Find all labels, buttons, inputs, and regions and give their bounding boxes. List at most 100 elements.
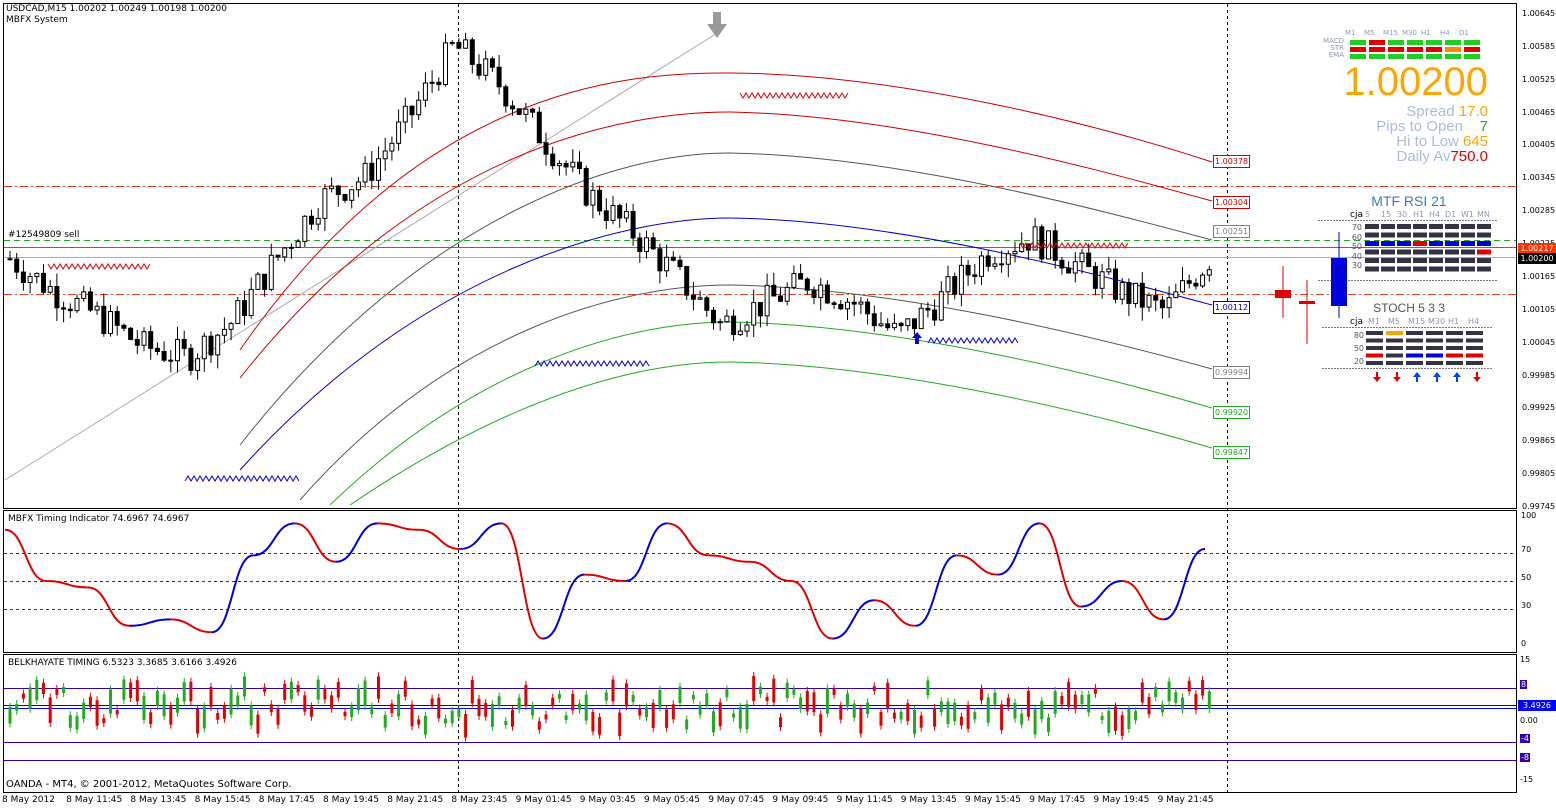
buy-zigzag <box>534 360 650 367</box>
belkhayate-axis-label: 3.4926 <box>1518 700 1556 711</box>
candle-body <box>1032 226 1038 251</box>
timing-segment <box>418 528 461 550</box>
belk-body <box>216 712 220 720</box>
candle-body <box>644 237 649 253</box>
band-green-inner <box>329 321 1213 506</box>
candle-body <box>1193 282 1199 287</box>
belk-body <box>383 715 387 728</box>
belk-body <box>129 682 133 698</box>
stoch-level: 50 <box>1353 344 1364 353</box>
belk-body <box>62 687 66 694</box>
belk-body <box>517 697 521 710</box>
belk-body <box>296 685 300 693</box>
rsi-cell <box>1429 249 1443 255</box>
belk-body <box>785 682 789 699</box>
time-axis-label: 9 May 21:45 <box>1157 795 1214 805</box>
belk-body <box>283 683 287 701</box>
candle-body <box>416 99 422 116</box>
rsi-cell <box>1381 241 1395 246</box>
candle-body <box>731 315 737 336</box>
belk-body <box>926 680 930 696</box>
candle-body <box>47 286 53 293</box>
belk-body <box>457 709 461 718</box>
dashboard-meter-cell <box>1388 54 1404 59</box>
belk-body <box>330 695 334 709</box>
belk-body <box>624 683 628 707</box>
dashboard-meter-cell <box>1369 40 1385 45</box>
stoch-arrows <box>1373 372 1481 382</box>
order-label: #12549809 sell <box>8 230 80 240</box>
candle-body <box>985 255 991 267</box>
belk-body <box>772 678 776 703</box>
dashboard-meter-cell <box>1369 47 1385 52</box>
stoch-title: STOCH 5 3 3 <box>1373 301 1445 315</box>
time-axis-label: 9 May 15:45 <box>965 795 1021 805</box>
candle-body <box>577 161 582 170</box>
stoch-cell <box>1406 338 1423 343</box>
price-tick-label: 1.00525 <box>1522 74 1556 84</box>
time-axis-label: 8 May 23:45 <box>451 795 508 805</box>
time-axis-label: 9 May 13:45 <box>900 795 957 805</box>
rsi-cell <box>1397 241 1411 246</box>
belk-body <box>691 694 695 700</box>
belk-body <box>892 712 896 719</box>
system-label: MBFX System <box>6 15 68 25</box>
candle-body <box>630 210 636 239</box>
timing-segment <box>873 599 916 627</box>
pips-row: Pips to Open 7 <box>1330 119 1488 134</box>
belk-body <box>176 697 179 713</box>
candle-body <box>818 284 824 298</box>
belk-body <box>142 695 146 720</box>
candle-body <box>443 42 448 85</box>
belk-body <box>497 696 501 706</box>
candle-body <box>1099 271 1105 289</box>
mtf-candle-body <box>1331 258 1347 306</box>
belk-body <box>651 703 655 729</box>
belk-body <box>819 714 823 733</box>
belk-body <box>658 690 662 708</box>
belk-body <box>410 704 414 727</box>
panel-frames <box>3 3 1517 793</box>
candle-body <box>87 291 93 311</box>
belk-body <box>236 695 240 706</box>
candle-body <box>999 263 1005 266</box>
belk-body <box>1087 694 1091 713</box>
stoch-cell <box>1386 346 1403 350</box>
candle-body <box>932 309 938 321</box>
stoch-cell <box>1366 346 1383 350</box>
candle-body <box>510 105 515 110</box>
rsi-cell <box>1381 232 1395 238</box>
belk-body <box>1120 715 1124 736</box>
dashboard-tf-label: D1 <box>1459 29 1469 37</box>
candle-body <box>1059 259 1065 269</box>
rsi-cell <box>1445 232 1459 238</box>
mtf-candle-body <box>1299 301 1315 304</box>
time-axis-label: 8 May 11:45 <box>66 795 123 805</box>
rsi-cell <box>1365 249 1379 255</box>
candle-body <box>824 284 830 304</box>
belk-body <box>725 689 729 698</box>
candle-body <box>496 66 502 88</box>
candle-body <box>1159 299 1165 309</box>
down-arrow-icon <box>707 12 727 38</box>
belkhayate-axis-label: -15 <box>1520 775 1534 784</box>
belk-body <box>222 705 226 719</box>
candle-body <box>362 162 368 183</box>
belk-body <box>866 702 870 714</box>
candle-body <box>516 108 522 115</box>
band-green-outer <box>349 361 1213 506</box>
candle-body <box>858 301 864 305</box>
stoch-level: 80 <box>1353 331 1364 340</box>
spread-value: 17.0 <box>1458 103 1488 120</box>
belk-body <box>109 689 112 714</box>
belk-body <box>8 706 12 724</box>
belk-body <box>913 710 916 734</box>
belk-body <box>316 679 320 700</box>
belk-body <box>1134 711 1138 721</box>
price-tag: 1.00200 <box>1518 252 1556 264</box>
belk-body <box>598 716 602 735</box>
candle-body <box>81 291 87 299</box>
stoch-cell <box>1426 361 1443 365</box>
candle-body <box>958 264 964 295</box>
stoch-cell <box>1406 361 1423 365</box>
